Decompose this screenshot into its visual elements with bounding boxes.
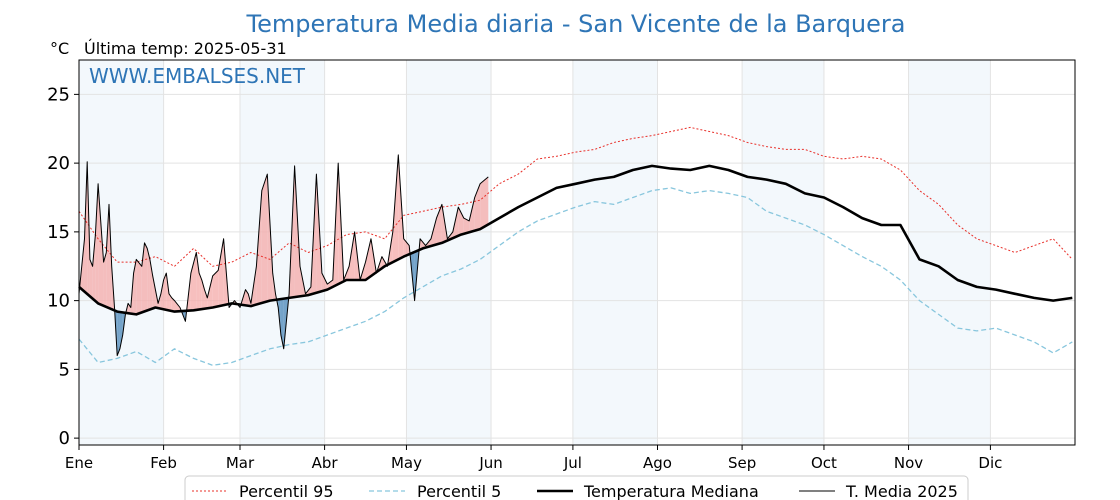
month-band [908,60,991,445]
warm-anomaly [469,197,475,233]
x-tick-label: Feb [150,454,177,472]
series-lines [78,126,1073,366]
warm-anomaly [147,248,150,311]
series-line-solid-thick [78,164,1073,316]
y-tick-label: 0 [59,428,70,449]
warm-anomaly [133,259,137,315]
warm-anomaly [199,273,202,310]
month-band [239,60,325,445]
x-tick-label: Abr [312,454,339,472]
x-tick-label: Dic [978,454,1002,472]
warm-anomaly [458,207,464,236]
warm-anomaly [474,183,481,231]
x-tick-label: Mar [226,454,255,472]
y-tick-label: 20 [47,153,70,174]
month-band [79,60,164,445]
y-tick-label: 5 [59,359,70,380]
warm-anomaly [403,238,410,257]
warm-anomaly [190,252,197,311]
month-band [406,60,492,445]
month-band [572,60,658,445]
cold-anomaly [119,312,123,349]
month-band [742,60,824,445]
x-axis: Ene Feb Mar Abr May Jun Jul Ago Sep Oct Nov Dic [65,445,1002,472]
warm-anomaly [144,242,148,312]
warm-anomaly [207,275,213,309]
legend: Percentil 95 Percentil 5 Temperatura Media… [184,475,969,500]
y-axis: 0 5 10 15 20 25 [47,84,79,449]
warm-anomaly [480,176,489,230]
last-reading: Última temp: 2025-05-31 [84,39,287,58]
warm-anomaly [152,275,156,309]
warm-anomaly [171,297,175,312]
y-tick-label: 25 [47,84,70,105]
x-tick-label: Jun [478,454,502,472]
warm-anomaly [166,273,170,311]
warm-anomaly [204,289,208,309]
warm-anomaly [106,204,110,309]
series-line-dotted [78,126,1073,267]
warm-anomaly [136,259,142,315]
warm-anomaly [196,252,200,310]
x-tick-label: Jul [563,454,582,472]
warm-anomaly [436,204,442,245]
warm-anomaly [463,218,470,234]
unit-label: °C [50,39,69,58]
warm-anomaly [174,300,180,312]
x-tick-label: Ago [643,454,672,472]
warm-anomaly [321,273,328,292]
y-tick-label: 15 [47,222,70,243]
warm-anomaly [365,238,371,280]
warm-anomaly [95,183,99,304]
warm-anomaly [392,154,399,263]
y-tick-label: 10 [47,291,70,312]
warm-anomaly [89,259,93,299]
legend-label: Temperatura Mediana [583,482,759,500]
warm-anomaly [349,231,355,280]
x-tick-label: May [391,454,422,472]
warm-anomaly [163,273,167,310]
warm-anomaly [128,303,131,314]
warm-anomaly [141,242,145,313]
month-bands [79,60,991,445]
x-tick-label: Nov [894,454,923,472]
warm-anomaly [212,270,219,308]
warm-anomaly [160,280,164,310]
warm-anomaly [261,174,268,303]
warm-anomaly [218,238,224,307]
watermark: WWW.EMBALSES.NET [89,64,306,88]
legend-box [184,475,969,500]
warm-anomaly [92,234,96,302]
x-tick-label: Ene [65,454,93,472]
warm-anomaly [98,183,104,306]
warm-anomaly [256,190,262,305]
legend-label: Percentil 5 [417,482,501,500]
legend-label: Percentil 95 [239,482,334,500]
legend-label: T. Media 2025 [845,482,958,500]
x-tick-label: Oct [811,454,837,472]
cold-anomaly [117,311,120,356]
chart-title: Temperatura Media diaria - San Vicente d… [246,10,906,38]
warm-anomaly [169,293,172,312]
warm-anomaly [245,289,249,306]
plot-frame [78,59,1076,446]
warm-anomaly [103,252,107,307]
series-line-solid-thin [78,154,489,357]
x-tick-label: Sep [728,454,756,472]
